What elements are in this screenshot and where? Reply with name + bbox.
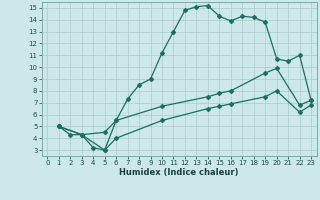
X-axis label: Humidex (Indice chaleur): Humidex (Indice chaleur) xyxy=(119,168,239,177)
